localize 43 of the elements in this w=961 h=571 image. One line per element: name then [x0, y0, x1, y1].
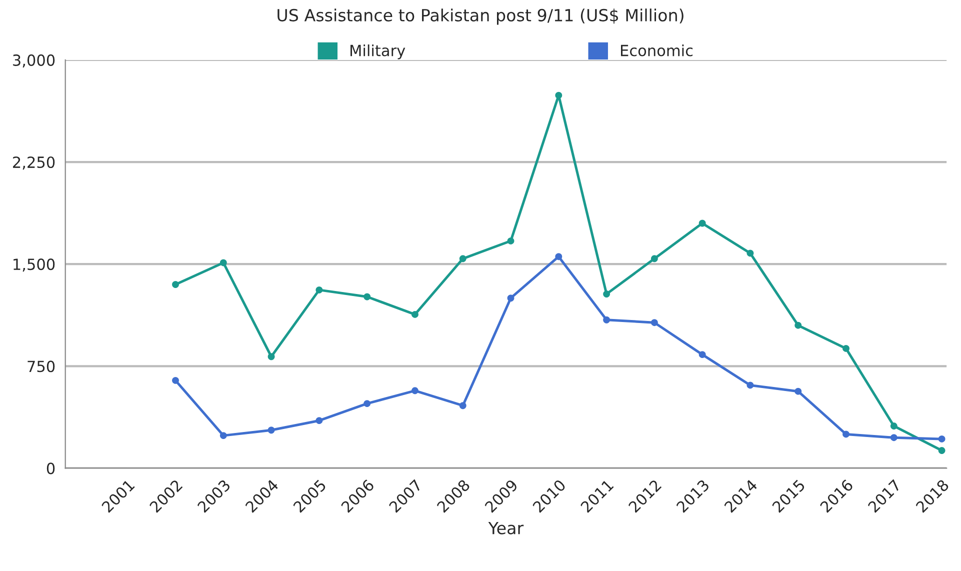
point	[698, 220, 706, 227]
y-tick-label: 3,000	[13, 54, 55, 68]
point	[794, 388, 802, 395]
point	[459, 255, 466, 262]
point	[364, 293, 371, 300]
point	[842, 430, 850, 438]
point	[459, 402, 466, 410]
point	[172, 281, 179, 288]
point	[650, 319, 658, 326]
point	[411, 310, 418, 318]
point	[555, 92, 562, 99]
point	[220, 432, 227, 440]
legend-label: Economic	[621, 44, 693, 56]
point	[938, 447, 946, 454]
point	[268, 353, 275, 360]
legend-label: Military	[350, 44, 406, 60]
point	[411, 387, 418, 394]
point	[603, 316, 610, 324]
point	[746, 382, 754, 389]
point	[316, 286, 323, 294]
point	[364, 400, 371, 408]
y-tick-label: 2,250	[13, 156, 55, 170]
point	[842, 344, 850, 352]
point	[794, 322, 802, 329]
point	[507, 237, 514, 244]
point	[220, 259, 227, 266]
point	[938, 435, 946, 442]
point	[698, 351, 706, 358]
y-tick-label: 1,500	[14, 258, 55, 272]
point	[555, 253, 562, 260]
point	[890, 434, 898, 442]
point	[746, 250, 754, 257]
point	[507, 294, 514, 302]
point	[172, 376, 179, 384]
point	[316, 417, 323, 424]
y-tick-label: 0	[46, 462, 55, 474]
x-axis-title: Year	[488, 522, 524, 534]
point	[268, 426, 275, 434]
y-tick-label: 750	[28, 360, 55, 372]
point	[603, 290, 610, 298]
chart-title: US Assistance to Pakistan post 9/11 (US$ Million)	[278, 8, 684, 25]
point	[650, 255, 658, 262]
point	[890, 422, 898, 430]
